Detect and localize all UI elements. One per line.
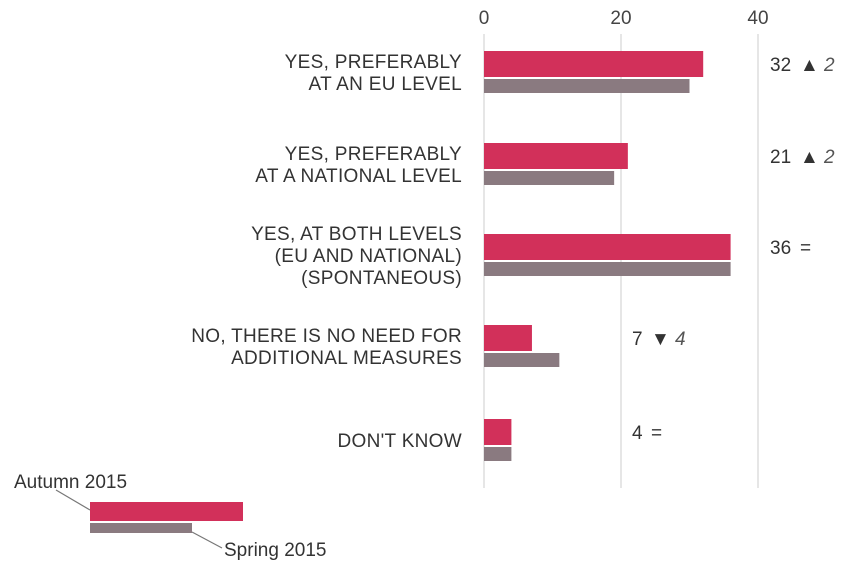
bar-autumn-2015 [484, 325, 532, 351]
data-label: 36 [770, 238, 791, 259]
category-label: YES, PREFERABLY [285, 52, 462, 73]
down-triangle-icon: ▼ [651, 329, 670, 350]
category-label: (SPONTANEOUS) [301, 268, 462, 289]
bar-spring-2015 [484, 79, 690, 93]
category-label: YES, PREFERABLY [285, 144, 462, 165]
equal-icon: = [800, 238, 811, 259]
legend-leader-spring [191, 531, 223, 549]
bar-autumn-2015 [484, 143, 628, 169]
category-label: AT AN EU LEVEL [309, 74, 462, 95]
legend-label-spring-2015: Spring 2015 [224, 540, 326, 561]
category-label: ADDITIONAL MEASURES [231, 348, 462, 369]
bar-autumn-2015 [484, 51, 704, 77]
legend-leader-autumn [55, 489, 91, 511]
up-triangle-icon: ▲ [800, 55, 819, 76]
bar-autumn-2015 [484, 234, 731, 260]
bar-autumn-2015 [484, 419, 512, 445]
change-value: 4 [675, 329, 686, 350]
data-label: 7 [632, 329, 643, 350]
equal-icon: = [651, 423, 662, 444]
x-tick-label: 0 [479, 8, 490, 29]
bar-spring-2015 [484, 262, 731, 276]
legend-swatch-autumn-2015 [90, 502, 243, 521]
category-label: DON'T KNOW [338, 431, 463, 452]
bar-spring-2015 [484, 353, 560, 367]
up-triangle-icon: ▲ [800, 147, 819, 168]
category-label: AT A NATIONAL LEVEL [255, 166, 462, 187]
data-label: 21 [770, 147, 791, 168]
change-value: 2 [823, 147, 835, 168]
data-label: 32 [770, 55, 791, 76]
data-label: 4 [632, 423, 643, 444]
category-label: YES, AT BOTH LEVELS [251, 224, 462, 245]
category-label: (EU AND NATIONAL) [275, 246, 462, 267]
category-label: NO, THERE IS NO NEED FOR [191, 326, 462, 347]
bar-spring-2015 [484, 447, 512, 461]
legend-label-autumn-2015: Autumn 2015 [14, 472, 127, 493]
bar-spring-2015 [484, 171, 615, 185]
legend-swatch-spring-2015 [90, 523, 192, 533]
x-tick-label: 20 [610, 8, 631, 29]
x-tick-label: 40 [747, 8, 768, 29]
change-value: 2 [823, 55, 835, 76]
